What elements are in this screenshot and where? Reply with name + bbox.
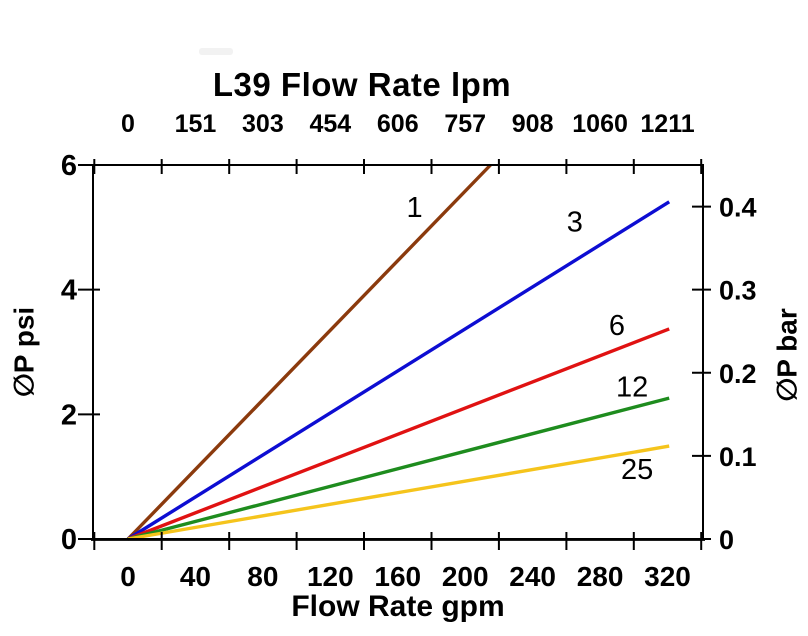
- y-tick-label-psi: 0: [61, 524, 77, 556]
- x-tick-label-lpm: 454: [309, 110, 351, 138]
- x-tick-label-lpm: 908: [512, 110, 554, 138]
- curve-3: [127, 200, 671, 541]
- y-tick-label-bar: 0.1: [719, 442, 757, 472]
- curve-1: [126, 163, 492, 541]
- y-tick-label-psi: 6: [61, 150, 77, 182]
- x-tick-label-gpm: 80: [247, 561, 278, 592]
- x-tick-label-gpm: 320: [644, 561, 691, 592]
- y-tick-label-bar: 0.3: [719, 276, 757, 306]
- x-tick-label-lpm: 303: [242, 110, 284, 138]
- x-tick-label-lpm: 0: [121, 110, 135, 138]
- curve-12: [127, 396, 670, 541]
- y-tick-label-bar: 0.2: [719, 359, 757, 389]
- x-tick-label-gpm: 40: [180, 561, 211, 592]
- x-tick-label-gpm: 120: [307, 561, 354, 592]
- curve-label-6: 6: [609, 310, 625, 342]
- faint-smudge-artifact: [199, 48, 233, 55]
- y-tick-label-bar: 0.4: [719, 193, 757, 223]
- x-axis-label-bottom: Flow Rate gpm: [291, 590, 505, 623]
- x-tick-label-lpm: 151: [175, 110, 217, 138]
- curve-label-3: 3: [567, 207, 583, 239]
- curve-6: [127, 327, 670, 541]
- x-tick-label-lpm: 757: [444, 110, 486, 138]
- x-tick-label-gpm: 200: [442, 561, 489, 592]
- curve-label-12: 12: [616, 371, 648, 403]
- y-tick-label-bar: 0: [719, 525, 734, 555]
- x-tick-label-lpm: 1211: [640, 110, 694, 138]
- x-tick-label-gpm: 240: [509, 561, 556, 592]
- top-axis-title: L39 Flow Rate lpm: [212, 66, 512, 103]
- x-tick-label-gpm: 160: [374, 561, 421, 592]
- curve-label-25: 25: [621, 454, 653, 486]
- x-tick-label-lpm: 606: [377, 110, 419, 138]
- y-tick-label-psi: 4: [61, 275, 77, 307]
- curve-label-1: 1: [407, 192, 423, 224]
- x-tick-label-gpm: 0: [120, 561, 136, 592]
- x-tick-label-gpm: 280: [577, 561, 624, 592]
- x-tick-label-lpm: 1060: [572, 110, 628, 138]
- curve-25: [127, 444, 670, 541]
- y-tick-label-psi: 2: [61, 399, 77, 431]
